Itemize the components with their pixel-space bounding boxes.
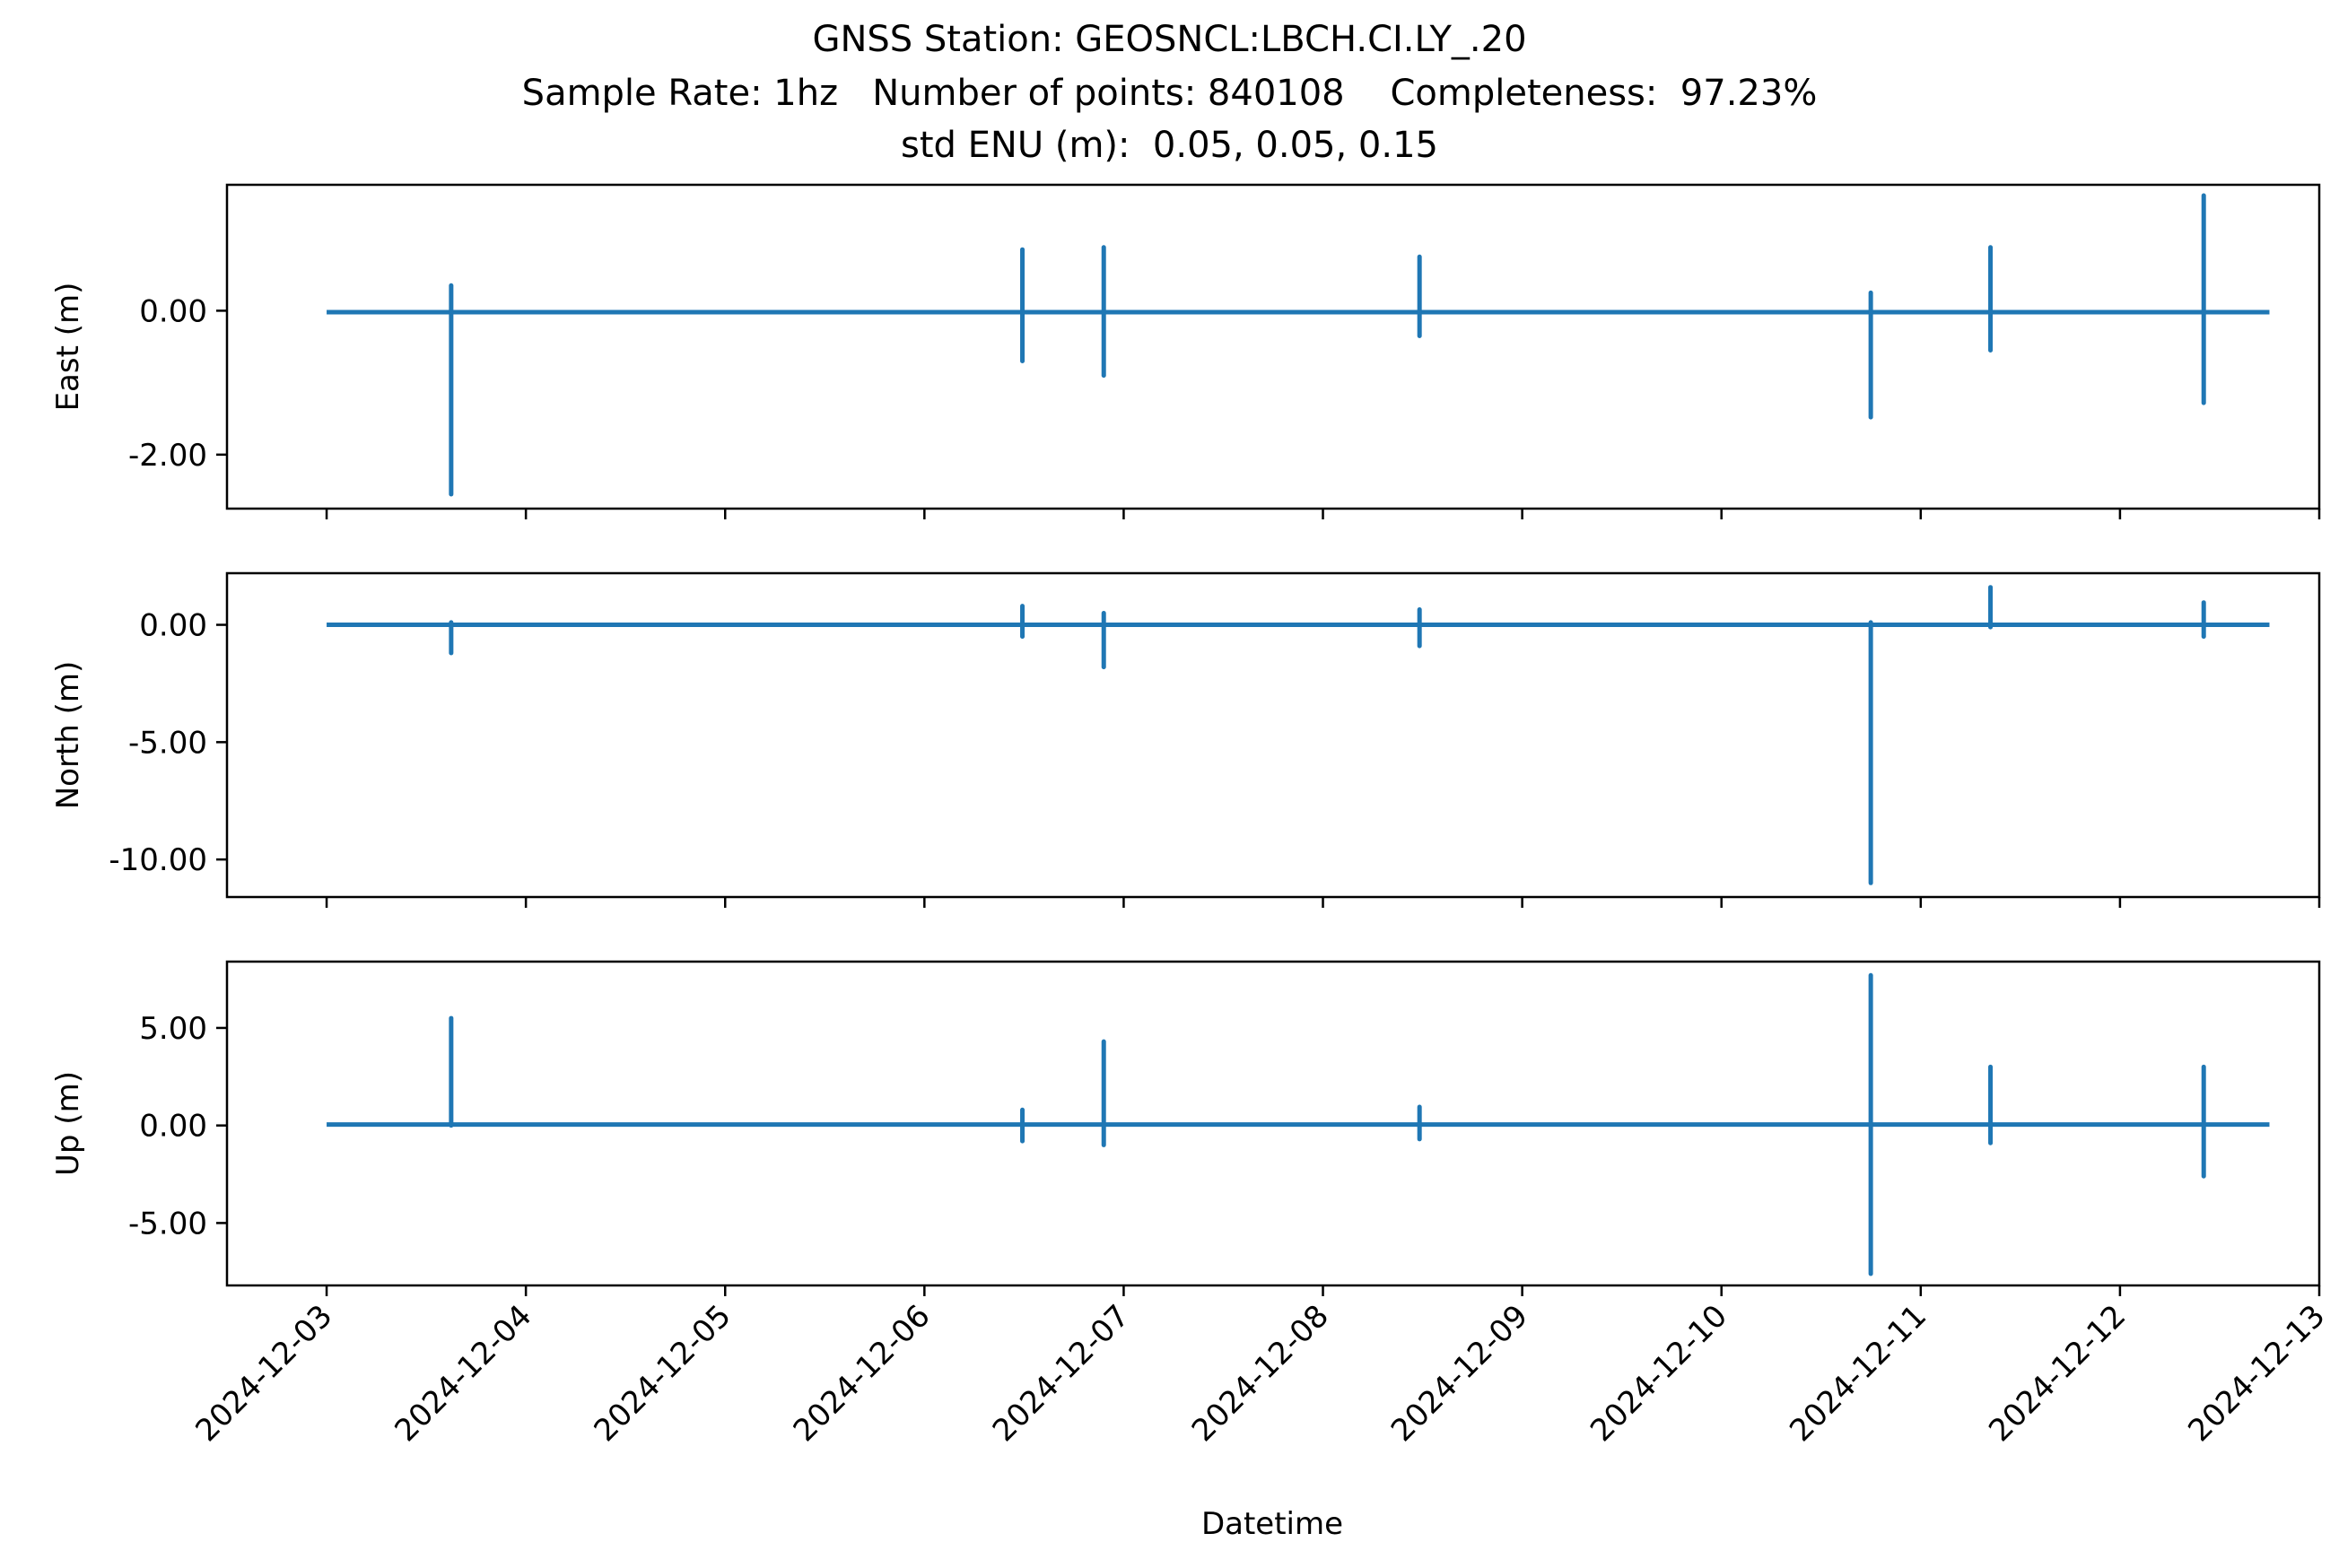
chart-subtitle-line-2: std ENU (m): 0.05, 0.05, 0.15 [901, 125, 1438, 166]
xtick-label-4: 2024-12-07 [986, 1298, 1137, 1449]
xtick-label-5: 2024-12-08 [1185, 1298, 1336, 1449]
ylabel-up: Up (m) [50, 1071, 86, 1176]
ytick-label-north-1: -5.00 [128, 725, 207, 761]
xlabel: Datetime [1201, 1506, 1343, 1542]
chart-subtitle-line-1: Sample Rate: 1hz Number of points: 84010… [521, 73, 1818, 114]
axes-frame-north [225, 571, 2321, 899]
ylabel-east: East (m) [50, 283, 86, 412]
xtick-label-9: 2024-12-12 [1982, 1298, 2133, 1449]
xtick-label-2: 2024-12-05 [588, 1298, 738, 1449]
ytick-label-east-0: 0.00 [139, 293, 207, 329]
ytick-label-east-1: -2.00 [128, 438, 207, 474]
ytick-label-up-1: 0.00 [139, 1109, 207, 1145]
ytick-label-up-0: 5.00 [139, 1011, 207, 1047]
xtick-label-1: 2024-12-04 [388, 1298, 539, 1449]
axes-frame-east [225, 183, 2321, 510]
xtick-label-0: 2024-12-03 [188, 1298, 339, 1449]
ytick-label-north-0: 0.00 [139, 608, 207, 644]
xtick-label-10: 2024-12-13 [2181, 1298, 2332, 1449]
xtick-label-7: 2024-12-10 [1584, 1298, 1734, 1449]
panel-north: 0.00 -5.00 -10.00 North (m) [50, 571, 2321, 908]
ytick-label-up-2: -5.00 [128, 1206, 207, 1241]
panel-up: 5.00 0.00 -5.00 Up (m) [50, 960, 2321, 1296]
ytick-label-north-2: -10.00 [109, 842, 207, 878]
xtick-label-6: 2024-12-09 [1384, 1298, 1535, 1449]
panel-east: 0.00 -2.00 East (m) [50, 183, 2321, 519]
xtick-label-8: 2024-12-11 [1783, 1298, 1933, 1449]
chart-title: GNSS Station: GEOSNCL:LBCH.CI.LY_.20 [812, 19, 1527, 60]
xtick-label-3: 2024-12-06 [787, 1298, 938, 1449]
axes-frame-up [225, 960, 2321, 1287]
ylabel-north: North (m) [50, 661, 86, 810]
